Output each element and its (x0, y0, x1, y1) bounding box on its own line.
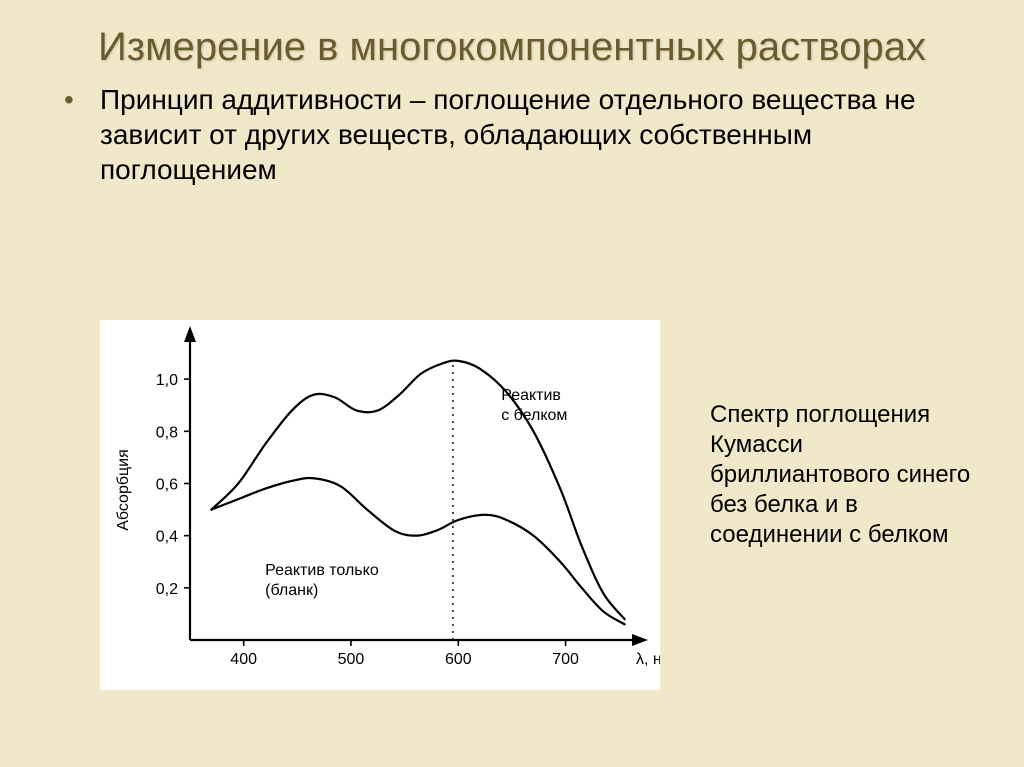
svg-text:0,2: 0,2 (156, 581, 178, 598)
bullet-list: • Принцип аддитивности – поглощение отде… (60, 82, 984, 187)
svg-text:Реактив: Реактив (501, 387, 561, 404)
bullet-item: • Принцип аддитивности – поглощение отде… (60, 82, 984, 187)
chart-svg: 0,2 0,4 0,6 0,8 1,0 400 500 600 700 Абсорбция λ, н… (100, 320, 660, 690)
svg-text:λ, нм: λ, нм (636, 651, 660, 668)
svg-text:0,6: 0,6 (156, 476, 178, 493)
svg-text:с белком: с белком (501, 407, 567, 424)
svg-text:Реактив только: Реактив только (265, 562, 379, 579)
chart-caption: Спектр поглощения Кумасси бриллиантового… (710, 400, 980, 550)
svg-text:500: 500 (338, 651, 365, 668)
absorption-chart: 0,2 0,4 0,6 0,8 1,0 400 500 600 700 Абсорбция λ, н… (100, 320, 660, 690)
svg-text:1,0: 1,0 (156, 372, 178, 389)
svg-text:600: 600 (445, 651, 472, 668)
svg-text:400: 400 (230, 651, 257, 668)
svg-text:(бланк): (бланк) (265, 582, 318, 599)
bullet-text: Принцип аддитивности – поглощение отдель… (100, 82, 984, 187)
svg-text:Абсорбция: Абсорбция (115, 449, 132, 531)
slide-title: Измерение в многокомпонентных растворах (0, 0, 1024, 70)
svg-text:0,8: 0,8 (156, 424, 178, 441)
svg-text:0,4: 0,4 (156, 529, 178, 546)
svg-text:700: 700 (552, 651, 579, 668)
bullet-marker: • (60, 82, 100, 117)
